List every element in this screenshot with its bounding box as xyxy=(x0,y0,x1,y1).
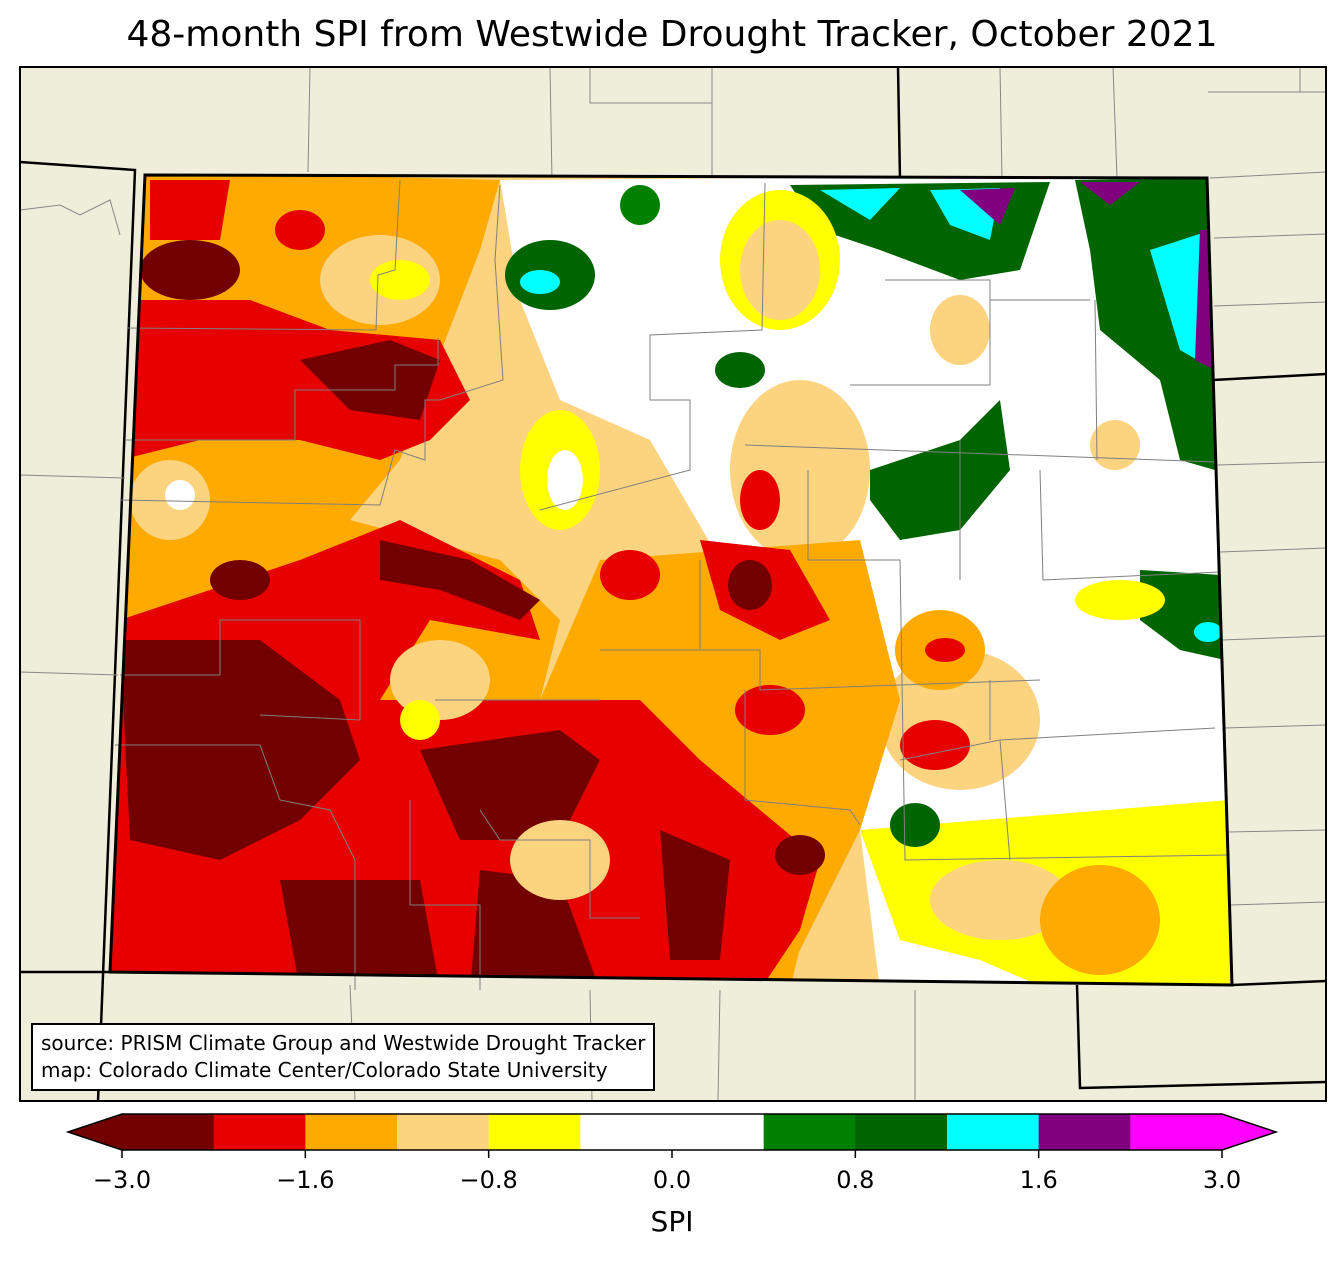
colorbar-tick-label: −3.0 xyxy=(92,1166,152,1194)
colorbar xyxy=(65,1113,1279,1158)
colorbar-extend-high xyxy=(1222,1114,1276,1150)
colorbar-tick-label: 0.8 xyxy=(836,1166,875,1194)
colorbar-segment xyxy=(305,1114,398,1150)
colorbar-segment xyxy=(763,1114,856,1150)
colorbar-extend-low xyxy=(68,1114,122,1150)
colorbar-segment xyxy=(947,1114,1040,1150)
colorbar-segment xyxy=(855,1114,948,1150)
colorbar-segment xyxy=(122,1114,215,1150)
source-credit: source: PRISM Climate Group and Westwide… xyxy=(41,1031,646,1055)
colorbar-tick-label: −0.8 xyxy=(459,1166,518,1194)
colorado-border xyxy=(108,173,1234,987)
colorbar-segment xyxy=(672,1114,765,1150)
colorbar-segment xyxy=(1038,1114,1131,1150)
colorbar-segment xyxy=(213,1114,306,1150)
colorbar-segment xyxy=(488,1114,581,1150)
colorbar-tick-label: −1.6 xyxy=(276,1166,335,1194)
credits-box: source: PRISM Climate Group and Westwide… xyxy=(31,1023,656,1091)
colorbar-segment xyxy=(397,1114,490,1150)
spi-field xyxy=(110,175,1232,985)
colorado-county-lines xyxy=(115,179,1229,990)
colorbar-tick-label: 3.0 xyxy=(1202,1166,1242,1194)
colorbar-segment xyxy=(580,1114,673,1150)
map-title: 48-month SPI from Westwide Drought Track… xyxy=(126,14,1218,55)
map-frame xyxy=(19,66,1327,1102)
colorbar-label: SPI xyxy=(650,1205,694,1238)
map-credit: map: Colorado Climate Center/Colorado St… xyxy=(41,1058,608,1082)
colorbar-tick-label: 1.6 xyxy=(1019,1166,1058,1194)
colorbar-tick-label: 0.0 xyxy=(652,1166,692,1194)
neighbor-county-lines xyxy=(19,66,1327,1102)
neighbor-state-borders xyxy=(19,66,1327,1102)
colorbar-segment xyxy=(1130,1114,1223,1150)
